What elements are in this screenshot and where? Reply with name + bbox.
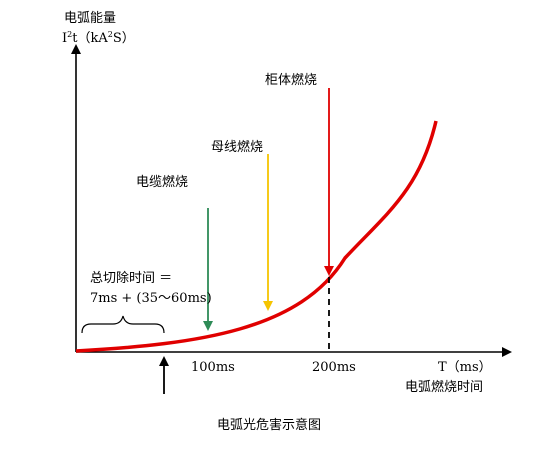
arc-energy-curve bbox=[75, 120, 438, 353]
cabinet-burn-label: 柜体燃烧 bbox=[265, 72, 317, 88]
clearing-time-brace bbox=[81, 315, 165, 334]
clearing-time-label-line1: 总切除时间 ＝ bbox=[90, 271, 172, 286]
cable-burn-label: 电缆燃烧 bbox=[136, 174, 188, 190]
y-axis-title-line1: 电弧能量 bbox=[64, 11, 116, 26]
clearing-time-label-line2: 7ms + (35～60ms) bbox=[90, 291, 212, 306]
x-axis-title: 电弧燃烧时间 bbox=[405, 379, 483, 395]
diagram-caption: 电弧光危害示意图 bbox=[217, 417, 321, 433]
x-axis-unit-label: T（ms） bbox=[438, 360, 492, 375]
y-axis-title-line2: I2t（kA2S） bbox=[62, 30, 135, 46]
busbar-burn-label: 母线燃烧 bbox=[211, 139, 263, 155]
tick-100ms: 100ms bbox=[191, 360, 235, 375]
tick-200ms: 200ms bbox=[312, 360, 356, 375]
